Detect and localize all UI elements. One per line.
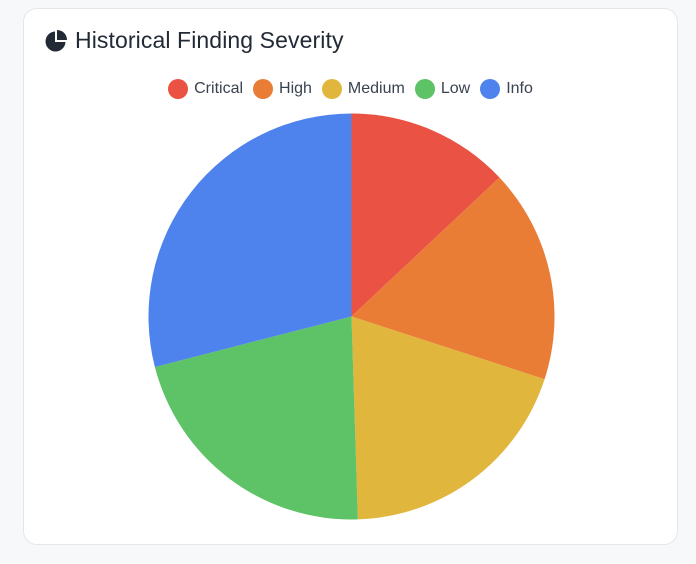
legend-swatch-medium — [321, 79, 342, 99]
legend-label-info: Info — [506, 80, 533, 97]
legend-label-medium: Medium — [347, 80, 405, 97]
legend-swatch-low — [414, 79, 435, 99]
legend-label-high: High — [279, 80, 312, 97]
pie-slice-low[interactable] — [154, 316, 358, 520]
pie-chart — [148, 113, 555, 520]
pie-slice-info[interactable] — [148, 113, 352, 367]
severity-card: Historical Finding Severity Critical Hig… — [23, 8, 678, 545]
legend-swatch-high — [253, 79, 274, 99]
legend-item-high[interactable]: High — [253, 79, 312, 99]
legend-item-info[interactable]: Info — [480, 79, 533, 99]
legend-item-medium[interactable]: Medium — [321, 79, 405, 99]
legend-item-low[interactable]: Low — [414, 79, 471, 99]
legend-swatch-info — [480, 79, 501, 99]
card-header: Historical Finding Severity — [44, 27, 344, 54]
chart-legend: Critical High Medium Low Info — [24, 79, 677, 99]
pie-slice-critical[interactable] — [351, 113, 500, 317]
legend-label-low: Low — [440, 80, 471, 97]
pie-chart-icon — [44, 29, 68, 53]
pie-slice-medium[interactable] — [351, 316, 545, 520]
legend-swatch-critical — [168, 79, 189, 99]
legend-item-critical[interactable]: Critical — [168, 79, 243, 99]
card-title: Historical Finding Severity — [75, 27, 344, 53]
legend-label-critical: Critical — [194, 80, 244, 97]
pie-slice-high[interactable] — [351, 177, 555, 380]
